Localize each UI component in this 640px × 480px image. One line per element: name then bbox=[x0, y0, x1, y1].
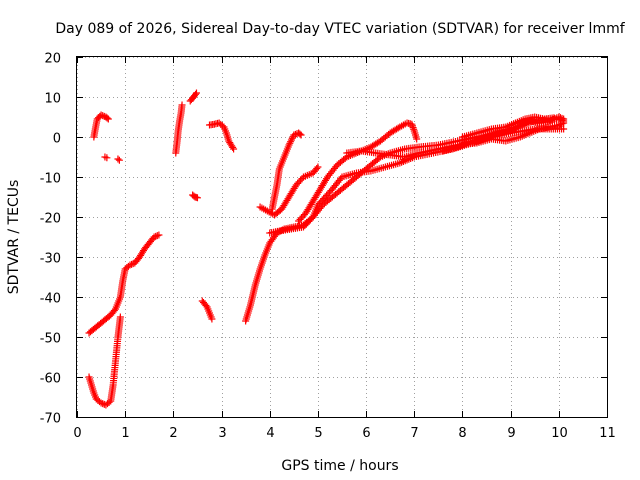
data-point-seg-i bbox=[229, 143, 237, 151]
data-point-seg-l bbox=[313, 165, 321, 172]
data-point-seg-o bbox=[332, 163, 340, 171]
x-tick-label: 6 bbox=[362, 426, 370, 441]
data-point-seg-m bbox=[285, 141, 293, 149]
data-point-seg-r bbox=[550, 114, 558, 122]
tick-label-layer: 0 1 2 3 4 5 6 7 8 9 10 11 20 10 0 -10 -20 -30 -40 -50 -60 -70 bbox=[40, 52, 616, 442]
data-point-seg-o bbox=[408, 122, 416, 130]
data-point-seg-b bbox=[100, 400, 108, 408]
y-tick-label: -40 bbox=[40, 292, 61, 307]
y-tick-label: -20 bbox=[40, 212, 61, 227]
x-tick-label: 11 bbox=[599, 426, 616, 441]
data-point-seg-c bbox=[104, 115, 112, 123]
data-point-seg-q bbox=[560, 115, 568, 123]
data-point-seg-g bbox=[192, 89, 200, 97]
y-tick-label: -60 bbox=[40, 372, 61, 387]
data-point-seg-m bbox=[296, 130, 304, 138]
chart-title: Day 089 of 2026, Sidereal Day-to-day VTE… bbox=[55, 21, 625, 37]
data-point-seg-b bbox=[97, 399, 105, 407]
x-tick-label: 1 bbox=[121, 426, 129, 441]
data-point-seg-o bbox=[413, 135, 421, 143]
y-tick-label: -10 bbox=[40, 172, 61, 187]
data-point-seg-m bbox=[287, 136, 295, 144]
data-point-seg-f bbox=[178, 101, 186, 109]
x-tick-label: 8 bbox=[458, 426, 466, 441]
data-point-seg-a bbox=[128, 260, 136, 268]
data-point-seg-d bbox=[103, 154, 111, 162]
data-point-seg-g bbox=[192, 90, 200, 98]
data-point-seg-m bbox=[297, 131, 305, 139]
data-point-seg-a bbox=[152, 232, 160, 240]
x-tick-label: 0 bbox=[73, 426, 81, 441]
data-point-seg-c bbox=[99, 112, 107, 120]
data-point-seg-c bbox=[97, 111, 105, 119]
x-tick-label: 4 bbox=[266, 426, 274, 441]
data-point-seg-k bbox=[560, 125, 568, 133]
data-point-seg-j bbox=[208, 315, 216, 323]
x-tick-label: 5 bbox=[314, 426, 322, 441]
data-point-seg-q bbox=[555, 113, 563, 121]
data-point-seg-a bbox=[153, 232, 161, 240]
data-point-seg-h bbox=[193, 194, 201, 202]
y-tick-label: -30 bbox=[40, 252, 61, 267]
data-point-seg-q bbox=[515, 122, 523, 130]
y-axis-label: SDTVAR / TECUs bbox=[6, 180, 22, 295]
data-point-seg-m bbox=[286, 139, 294, 147]
data-point-seg-a bbox=[155, 231, 163, 239]
data-point-seg-o bbox=[408, 120, 416, 128]
data-point-seg-o bbox=[409, 124, 417, 132]
data-point-seg-c bbox=[103, 114, 111, 122]
data-points bbox=[85, 89, 568, 409]
plot-frame bbox=[76, 56, 608, 418]
x-tick-label: 2 bbox=[169, 426, 177, 441]
data-point-seg-a bbox=[126, 261, 134, 269]
data-point-seg-e bbox=[115, 156, 123, 164]
data-point-seg-m bbox=[288, 134, 296, 142]
x-tick-label: 9 bbox=[507, 426, 515, 441]
data-point-seg-q bbox=[556, 114, 564, 122]
data-point-seg-n bbox=[317, 203, 325, 211]
y-tick-label: -70 bbox=[40, 412, 61, 427]
y-tick-label: -50 bbox=[40, 332, 61, 347]
data-point-seg-e bbox=[114, 155, 122, 163]
data-point-seg-p bbox=[555, 121, 563, 129]
x-axis-label: GPS time / hours bbox=[281, 458, 398, 474]
data-point-seg-l bbox=[314, 163, 322, 171]
data-point-seg-i bbox=[230, 145, 238, 153]
y-tick-label: 0 bbox=[53, 132, 61, 147]
y-tick-label: 20 bbox=[44, 52, 61, 67]
x-tick-label: 10 bbox=[551, 426, 568, 441]
x-tick-label: 7 bbox=[410, 426, 418, 441]
data-point-seg-b bbox=[116, 313, 124, 321]
x-tick-label: 3 bbox=[218, 426, 226, 441]
data-point-seg-n bbox=[375, 154, 383, 162]
y-tick-label: 10 bbox=[44, 92, 61, 107]
data-point-seg-m bbox=[290, 131, 298, 139]
data-point-seg-m bbox=[287, 138, 295, 146]
data-point-seg-q bbox=[558, 114, 566, 122]
data-point-seg-a bbox=[150, 233, 158, 241]
tick-layer bbox=[77, 57, 608, 418]
data-point-seg-p bbox=[556, 120, 564, 128]
data-point-seg-o bbox=[410, 125, 418, 133]
